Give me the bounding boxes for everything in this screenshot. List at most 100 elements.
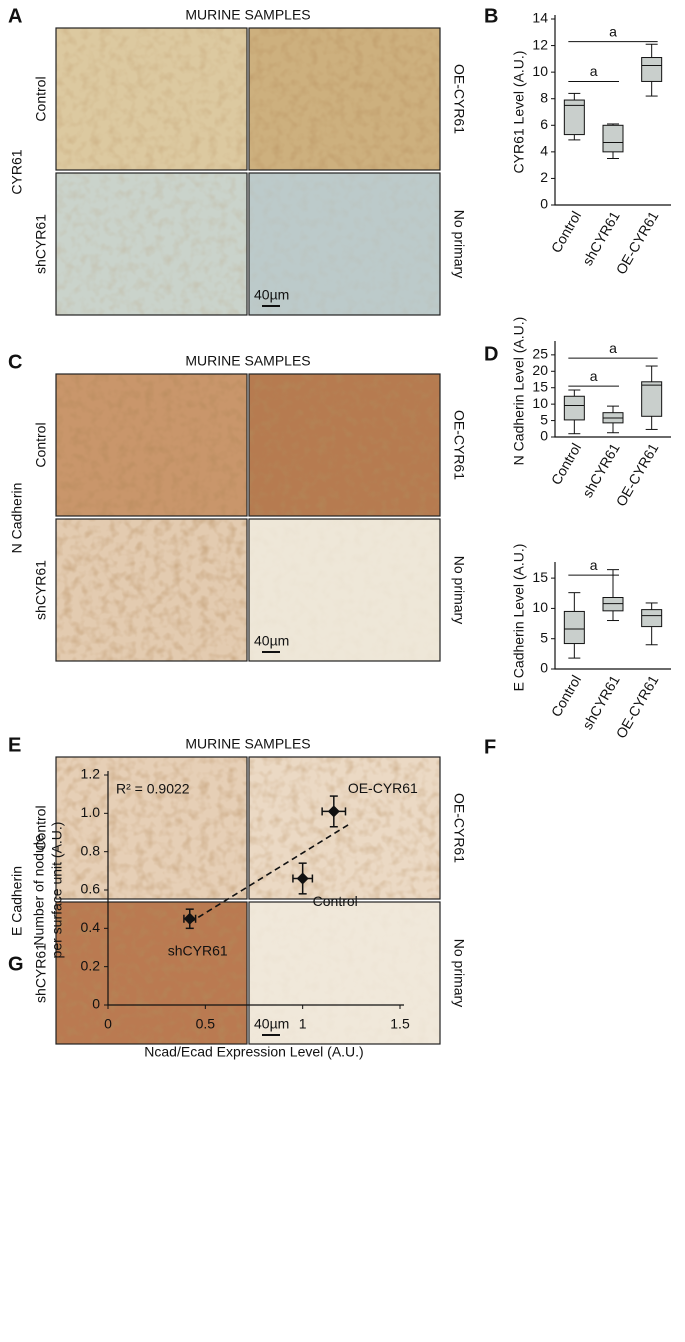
row-label: Control xyxy=(33,805,49,850)
row-label: Control xyxy=(33,76,49,121)
significance-label: a xyxy=(590,368,598,384)
panel-title: MURINE SAMPLES xyxy=(185,7,310,23)
significance-label: a xyxy=(590,63,598,79)
stain-label: N Cadherin xyxy=(9,483,25,554)
y-tick-label: 0 xyxy=(540,660,548,676)
y-tick-label: 0.2 xyxy=(81,957,101,973)
micrograph-texture xyxy=(249,173,440,315)
y-axis-label: per surface unit (A.U.) xyxy=(49,822,65,959)
panel-letter: F xyxy=(484,736,496,758)
y-axis-label: Number of nodule xyxy=(31,834,47,946)
y-tick-label: 1.0 xyxy=(81,804,101,820)
x-tick-label: 1 xyxy=(299,1016,307,1032)
y-tick-label: 1.2 xyxy=(81,766,101,782)
micrograph-border xyxy=(55,373,248,517)
micrograph-border xyxy=(55,518,248,662)
point-label: shCYR61 xyxy=(168,942,228,958)
scale-bar-label: 40µm xyxy=(254,287,289,303)
row-label: Control xyxy=(33,422,49,467)
micrograph-border xyxy=(248,756,441,900)
micrograph-border xyxy=(55,172,248,316)
panel-letter: C xyxy=(8,351,22,373)
micrograph-border xyxy=(248,172,441,316)
row-label: No primary xyxy=(451,210,467,278)
micrograph-texture xyxy=(249,28,440,170)
y-tick-label: 8 xyxy=(540,89,548,105)
row-label: OE-CYR61 xyxy=(451,64,467,134)
r-squared: R² = 0.9022 xyxy=(116,781,190,797)
point-label: OE-CYR61 xyxy=(348,780,418,796)
micrograph-border xyxy=(248,901,441,1045)
micrograph-texture xyxy=(249,519,440,661)
micrograph-border xyxy=(55,27,248,171)
box xyxy=(641,57,663,82)
row-label: No primary xyxy=(451,939,467,1007)
micrograph-border xyxy=(248,518,441,662)
y-tick-label: 15 xyxy=(532,569,548,585)
box xyxy=(641,381,663,417)
y-tick-label: 20 xyxy=(532,362,548,378)
y-tick-label: 2 xyxy=(540,169,548,185)
y-tick-label: 10 xyxy=(532,395,548,411)
row-label: OE-CYR61 xyxy=(451,410,467,480)
x-tick-label: 0.5 xyxy=(196,1016,216,1032)
micrograph-border xyxy=(248,373,441,517)
panel-title: MURINE SAMPLES xyxy=(185,353,310,369)
box xyxy=(563,610,585,645)
row-label: shCYR61 xyxy=(33,214,49,274)
micrograph-border xyxy=(55,901,248,1045)
y-tick-label: 12 xyxy=(532,36,548,52)
y-tick-label: 4 xyxy=(540,143,548,159)
y-tick-label: 15 xyxy=(532,378,548,394)
row-label: OE-CYR61 xyxy=(451,793,467,863)
y-tick-label: 10 xyxy=(532,63,548,79)
stain-label: CYR61 xyxy=(9,149,25,194)
point xyxy=(296,872,309,885)
significance-label: a xyxy=(609,23,617,39)
x-axis-label: Ncad/Ecad Expression Level (A.U.) xyxy=(144,1044,363,1060)
box xyxy=(602,124,624,153)
y-tick-label: 0 xyxy=(540,196,548,212)
row-label: shCYR61 xyxy=(33,560,49,620)
row-label: No primary xyxy=(451,556,467,624)
micrograph-texture xyxy=(56,757,247,899)
y-tick-label: 0.4 xyxy=(81,919,101,935)
micrograph-border xyxy=(55,756,248,900)
trendline xyxy=(189,822,352,924)
y-tick-label: 0.8 xyxy=(81,842,101,858)
y-axis-label: CYR61 Level (A.U.) xyxy=(511,51,527,174)
y-tick-label: 0 xyxy=(92,996,100,1012)
box xyxy=(602,597,624,612)
micrograph-texture xyxy=(249,902,440,1044)
scale-bar-label: 40µm xyxy=(254,633,289,649)
y-tick-label: 10 xyxy=(532,599,548,615)
micrograph-texture xyxy=(56,902,247,1044)
box xyxy=(641,609,663,628)
y-tick-label: 5 xyxy=(540,411,548,427)
panel-title: MURINE SAMPLES xyxy=(185,736,310,752)
micrograph-texture xyxy=(56,173,247,315)
box xyxy=(563,395,585,421)
panel-letter: A xyxy=(8,5,22,27)
micrograph-texture xyxy=(249,374,440,516)
y-tick-label: 5 xyxy=(540,629,548,645)
significance-label: a xyxy=(609,340,617,356)
significance-label: a xyxy=(590,557,598,573)
micrograph-texture xyxy=(56,374,247,516)
panel-letter: B xyxy=(484,5,498,27)
y-tick-label: 14 xyxy=(532,10,548,26)
y-axis-label: N Cadherin Level (A.U.) xyxy=(511,317,527,466)
box xyxy=(563,99,585,136)
y-tick-label: 0.6 xyxy=(81,881,101,897)
point-label: Control xyxy=(313,893,358,909)
panel-letter: G xyxy=(8,953,24,975)
micrograph-texture xyxy=(56,28,247,170)
x-tick-label: 0 xyxy=(104,1016,112,1032)
y-tick-label: 25 xyxy=(532,346,548,362)
point xyxy=(183,912,196,925)
panel-letter: E xyxy=(8,734,21,756)
row-label: shCYR61 xyxy=(33,943,49,1003)
y-tick-label: 0 xyxy=(540,428,548,444)
panel-letter: D xyxy=(484,343,498,365)
